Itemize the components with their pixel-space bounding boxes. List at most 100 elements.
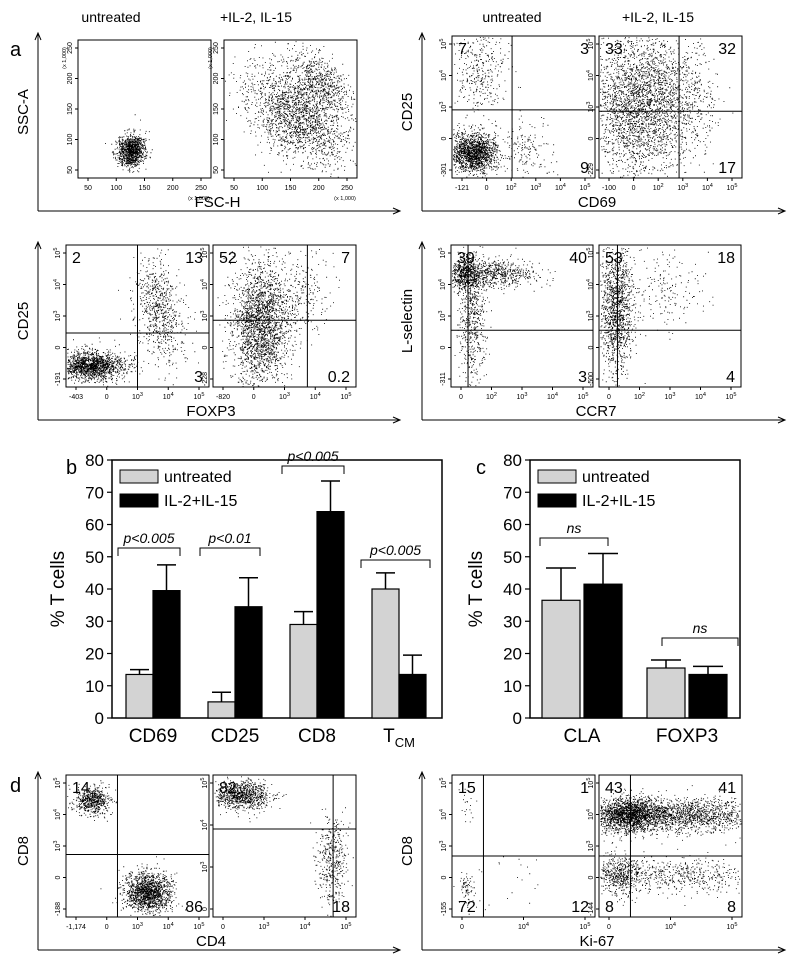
bar-chart-c: 0 10 20 30 40 50 60 70 80 % T cells CLA FOXP3 untrea… bbox=[466, 451, 741, 747]
y-tick-label: 103 bbox=[438, 311, 447, 322]
x-tick-label: 105 bbox=[580, 183, 591, 192]
category-label: CD25 bbox=[211, 726, 260, 747]
significance-label: p<0.005 bbox=[287, 448, 339, 464]
y-axis-label: % T cells bbox=[466, 551, 487, 627]
y-multiplier: (x 1,000) bbox=[208, 47, 214, 69]
x-tick-label: 0 bbox=[607, 924, 611, 931]
event-dots bbox=[600, 785, 742, 906]
x-tick-label: 105 bbox=[578, 392, 589, 401]
quadrant-value-upper-right: 40 bbox=[569, 250, 587, 267]
y-tick-label: 70 bbox=[85, 483, 104, 502]
flow-plot: 2 13 3 105 104 103 0 -191 -403 0 103 104 105 bbox=[53, 244, 210, 401]
quadrant-value-upper-left: 7 bbox=[458, 41, 467, 58]
y-tick-label: 0 bbox=[202, 907, 209, 911]
significance-label: p<0.005 bbox=[369, 542, 421, 558]
x-tick-label: 105 bbox=[194, 922, 205, 931]
y-tick-label: 105 bbox=[438, 248, 447, 259]
significance-label: ns bbox=[693, 620, 708, 636]
y-axis-label: CD25 bbox=[15, 302, 32, 340]
significance-bracket bbox=[117, 547, 181, 556]
significance-label: p<0.005 bbox=[123, 530, 175, 546]
x-tick-label: 200 bbox=[167, 185, 179, 192]
y-tick-label: 40 bbox=[85, 580, 104, 599]
y-tick-label: 103 bbox=[586, 102, 595, 113]
x-axis-arrow bbox=[392, 416, 402, 424]
y-tick-label: 105 bbox=[53, 248, 62, 259]
y-axis-label: CD8 bbox=[15, 836, 32, 866]
quadrant-value-lower-right: 3 bbox=[194, 369, 203, 386]
y-multiplier: (x 1,000) bbox=[62, 47, 68, 69]
significance-bracket bbox=[661, 637, 739, 646]
column-header: +IL-2, IL-15 bbox=[622, 9, 694, 25]
x-tick-label: 0 bbox=[221, 924, 225, 931]
x-tick-label: 0 bbox=[105, 394, 109, 401]
y-tick-label: 103 bbox=[200, 311, 209, 322]
flow-group-cd25-cd69: CD25 CD69 7 3 9 105 104 103 0 -301 -121 0 102 103 104 1… bbox=[399, 31, 787, 215]
flow-group-cd8-ki67: CD8 Ki-67 15 1 72 12 105 104 103 0 -155 0 104 105 43 41… bbox=[399, 770, 787, 954]
bar bbox=[207, 701, 236, 719]
y-axis-label: SSC-A bbox=[15, 89, 32, 135]
quadrant-value-upper-left: 2 bbox=[72, 250, 81, 267]
y-tick-label: 150 bbox=[213, 103, 220, 115]
y-tick-label: 0 bbox=[55, 345, 62, 349]
bar bbox=[125, 673, 154, 719]
x-axis-arrow bbox=[777, 207, 787, 215]
significance-bracket bbox=[539, 537, 609, 546]
y-tick-label: 103 bbox=[439, 841, 448, 852]
x-tick-label: 0 bbox=[252, 394, 256, 401]
y-tick-label: 105 bbox=[53, 778, 62, 789]
x-tick-label: 105 bbox=[341, 392, 352, 401]
flow-plot: 14 86 105 104 103 0 -188 -1,174 0 103 104 105 bbox=[53, 774, 210, 931]
x-axis-label: CD4 bbox=[196, 933, 226, 950]
x-tick-label: 104 bbox=[163, 922, 174, 931]
x-tick-label: 0 bbox=[460, 924, 464, 931]
y-tick-label: 104 bbox=[586, 809, 595, 820]
y-tick-label: 103 bbox=[53, 311, 62, 322]
y-tick-label: 50 bbox=[67, 166, 74, 174]
x-tick-label: 0 bbox=[485, 185, 489, 192]
x-tick-label: 105 bbox=[194, 392, 205, 401]
y-tick-label: 30 bbox=[85, 612, 104, 631]
y-tick-label: 200 bbox=[213, 73, 220, 85]
y-tick-label: 50 bbox=[503, 548, 522, 567]
x-tick-label: 250 bbox=[195, 185, 207, 192]
x-tick-label: 104 bbox=[300, 922, 311, 931]
y-tick-label: 0 bbox=[441, 136, 448, 140]
y-tick-label: 0 bbox=[441, 875, 448, 879]
column-header: untreated bbox=[81, 9, 140, 25]
y-tick-label: 104 bbox=[53, 809, 62, 820]
y-tick-label: 105 bbox=[586, 778, 595, 789]
bar bbox=[289, 623, 318, 719]
y-tick-label: 104 bbox=[439, 70, 448, 81]
y-tick-label: 104 bbox=[53, 279, 62, 290]
quadrant-value-upper-left: 33 bbox=[605, 41, 623, 58]
bar bbox=[234, 606, 263, 719]
x-tick-label: 103 bbox=[132, 922, 143, 931]
x-tick-label: 105 bbox=[727, 183, 738, 192]
x-tick-label: 102 bbox=[653, 183, 664, 192]
y-tick-label: 105 bbox=[439, 778, 448, 789]
event-dots bbox=[600, 247, 714, 387]
quadrant-value-lower-left: 72 bbox=[458, 899, 476, 916]
event-dots bbox=[67, 248, 199, 387]
x-tick-label: 105 bbox=[341, 922, 352, 931]
y-axis-arrow bbox=[34, 240, 42, 250]
bar bbox=[152, 590, 181, 719]
y-tick-label: 10 bbox=[85, 677, 104, 696]
panel-letter-d: d bbox=[10, 775, 21, 797]
flow-plot: 82 18 105 104 103 0 0 103 104 105 bbox=[200, 774, 357, 931]
x-tick-label: 250 bbox=[341, 185, 353, 192]
category-label: TCM bbox=[383, 726, 415, 750]
y-axis-arrow bbox=[418, 240, 426, 250]
quadrant-value-lower-right: 86 bbox=[185, 899, 203, 916]
y-tick-label: 100 bbox=[213, 134, 220, 146]
panel-letter-b: b bbox=[66, 457, 77, 479]
y-tick-label: 0 bbox=[95, 709, 104, 728]
y-tick-label: 105 bbox=[586, 39, 595, 50]
y-tick-label: 103 bbox=[53, 841, 62, 852]
x-tick-label: 104 bbox=[695, 392, 706, 401]
x-axis-arrow bbox=[777, 416, 787, 424]
x-tick-label: 102 bbox=[486, 392, 497, 401]
